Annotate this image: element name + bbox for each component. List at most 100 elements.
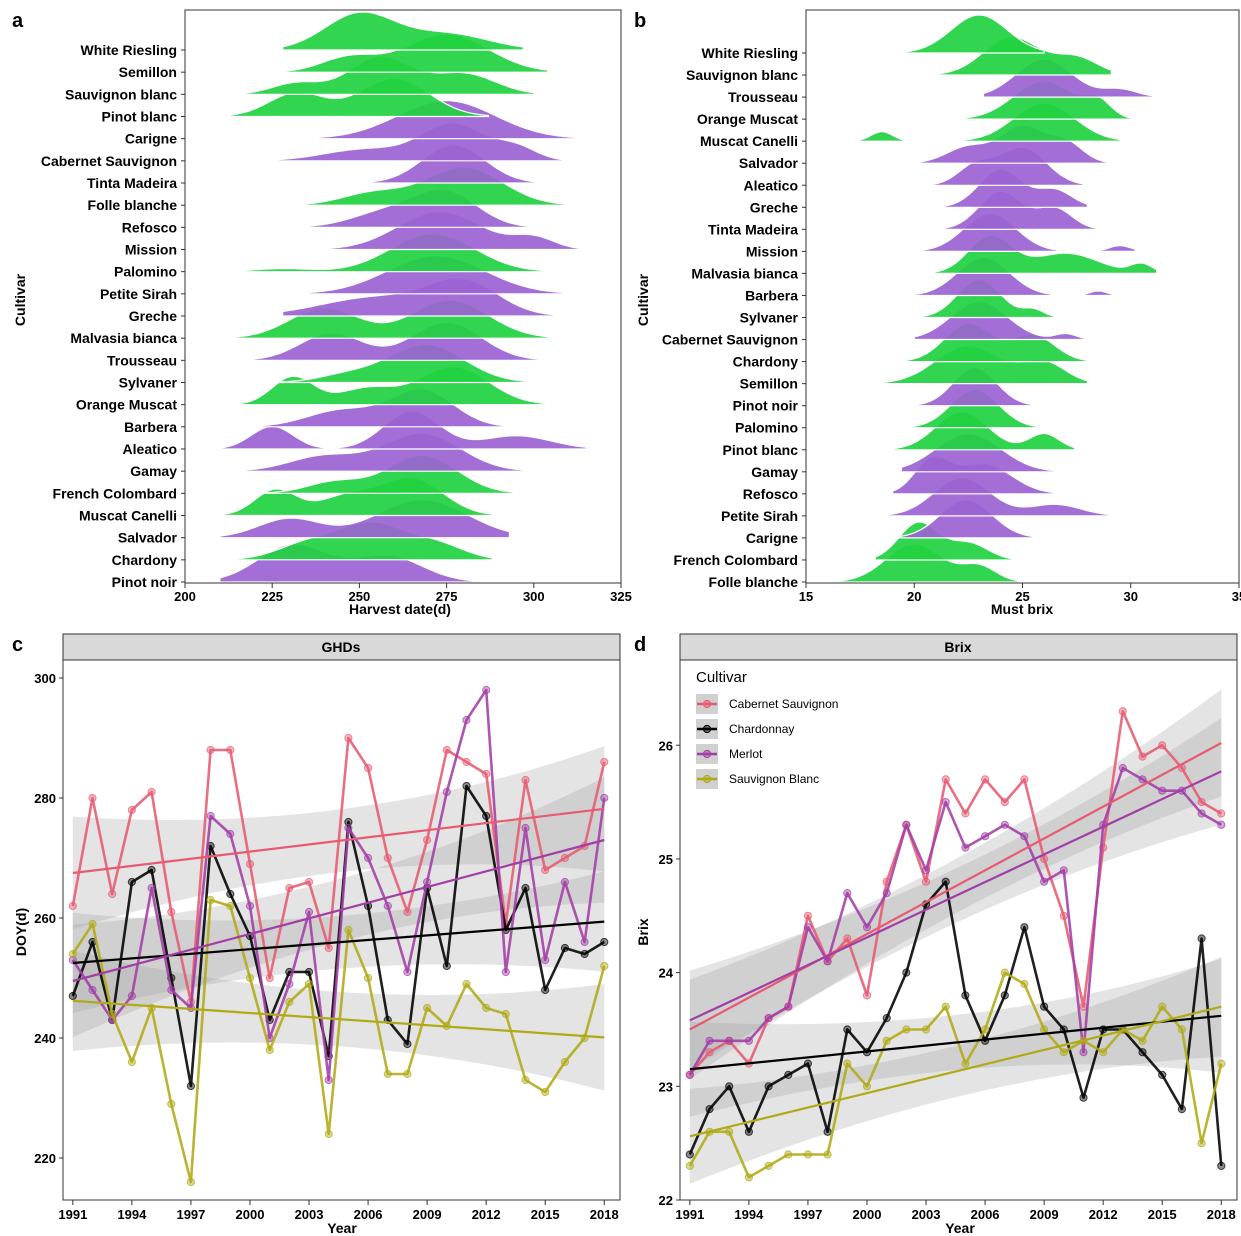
data-point-chardonnay	[600, 937, 609, 947]
x-tick-label: 2006	[971, 1207, 1000, 1222]
cultivar-label-carigne: Carigne	[746, 530, 798, 546]
data-point-chardonnay	[705, 1105, 714, 1114]
data-point-chardonnay	[304, 967, 314, 977]
data-point-merlot	[521, 823, 530, 833]
data-point-merlot	[882, 889, 891, 898]
data-point-chardonnay	[127, 877, 136, 887]
x-tick-label: 20	[907, 589, 921, 604]
data-point-chardonnay	[961, 991, 970, 1000]
x-tick-label: 2012	[1089, 1207, 1118, 1222]
panel-b-ylabel: Cultivar	[635, 273, 651, 326]
data-point-sauvignon-blanc	[902, 1025, 911, 1034]
x-tick-label: 1997	[793, 1207, 822, 1222]
data-point-cabernet-sauvignon	[961, 809, 970, 818]
cultivar-label-trousseau: Trousseau	[728, 89, 798, 105]
legend-label-cabernet-sauvignon: Cabernet Sauvignon	[729, 697, 838, 711]
data-point-sauvignon-blanc	[1158, 1002, 1167, 1011]
y-tick-label: 24	[659, 966, 674, 981]
data-point-sauvignon-blanc	[784, 1150, 793, 1159]
panel-letter-b: b	[634, 10, 646, 32]
cultivar-label-sylvaner: Sylvaner	[740, 310, 799, 326]
data-point-cabernet-sauvignon	[1020, 775, 1029, 784]
data-point-sauvignon-blanc	[482, 1003, 491, 1013]
data-point-cabernet-sauvignon	[521, 775, 530, 785]
cultivar-label-mission: Mission	[125, 242, 177, 258]
data-point-cabernet-sauvignon	[1197, 798, 1206, 807]
x-tick-label: 225	[261, 589, 283, 604]
x-tick-label: 2003	[295, 1207, 324, 1222]
panel-d-xlabel: Year	[945, 1220, 975, 1236]
ridge-trousseau	[223, 321, 563, 361]
data-point-cabernet-sauvignon	[442, 745, 451, 755]
ridge-barbera	[900, 256, 1121, 297]
x-tick-label: 275	[436, 589, 458, 604]
trend-line-chardonnay	[72, 920, 605, 965]
data-point-chardonnay	[580, 949, 589, 959]
x-tick-label: 2015	[531, 1207, 560, 1222]
data-point-chardonnay	[147, 865, 156, 875]
cultivar-label-salvador: Salvador	[118, 530, 178, 546]
cultivar-label-french-colombard: French Colombard	[53, 485, 177, 501]
data-point-merlot	[921, 866, 931, 875]
legend-key-point-chardonnay	[702, 724, 712, 734]
x-tick-label: 1991	[675, 1207, 704, 1222]
cultivar-label-orange-muscat: Orange Muscat	[697, 111, 798, 127]
data-point-sauvignon-blanc	[560, 1057, 570, 1067]
cultivar-label-sauvignon-blanc: Sauvignon blanc	[686, 67, 798, 83]
data-point-merlot	[725, 1036, 734, 1045]
data-point-chardonnay	[843, 1025, 852, 1034]
data-point-sauvignon-blanc	[108, 1009, 117, 1019]
data-point-merlot	[245, 901, 255, 911]
data-point-merlot	[1040, 877, 1049, 886]
data-point-cabernet-sauvignon	[206, 745, 215, 755]
legend-key-point-sauvignon-blanc	[702, 774, 712, 784]
cultivar-label-tinta-madeira: Tinta Madeira	[708, 221, 798, 237]
data-point-merlot	[226, 829, 235, 839]
data-point-merlot	[1217, 820, 1226, 829]
data-point-chardonnay	[685, 1150, 694, 1159]
data-point-sauvignon-blanc	[600, 961, 609, 971]
cultivar-label-pinot-noir: Pinot noir	[112, 574, 178, 590]
data-point-chardonnay	[784, 1070, 793, 1080]
data-point-merlot	[462, 715, 471, 725]
x-tick-label: 30	[1124, 589, 1138, 604]
data-point-merlot	[383, 901, 392, 911]
data-point-chardonnay	[764, 1082, 773, 1091]
data-point-sauvignon-blanc	[265, 1045, 274, 1055]
data-point-cabernet-sauvignon	[862, 991, 872, 1000]
data-point-cabernet-sauvignon	[383, 853, 392, 863]
x-tick-label: 15	[799, 589, 813, 604]
data-point-cabernet-sauvignon	[147, 787, 156, 797]
data-point-sauvignon-blanc	[981, 1025, 990, 1034]
data-point-cabernet-sauvignon	[1217, 809, 1226, 818]
data-point-merlot	[764, 1014, 773, 1023]
data-point-merlot	[685, 1070, 694, 1080]
data-point-merlot	[902, 820, 911, 829]
y-tick-label: 26	[659, 738, 673, 753]
cultivar-label-refosco: Refosco	[122, 219, 177, 235]
data-point-cabernet-sauvignon	[88, 793, 97, 803]
data-point-chardonnay	[1217, 1161, 1226, 1171]
data-point-cabernet-sauvignon	[68, 901, 77, 911]
series-line-sauvignon-blanc	[688, 971, 1223, 1179]
data-point-cabernet-sauvignon	[541, 865, 550, 875]
panel-b-xticks: 15 20 25 30 35	[799, 583, 1241, 604]
data-point-chardonnay	[403, 1039, 412, 1049]
data-point-chardonnay	[941, 877, 950, 886]
panel-a-frame	[184, 9, 622, 584]
x-tick-label: 2009	[413, 1207, 442, 1222]
data-point-sauvignon-blanc	[1217, 1059, 1226, 1068]
data-point-chardonnay	[1158, 1070, 1167, 1080]
data-point-sauvignon-blanc	[823, 1150, 832, 1159]
data-point-sauvignon-blanc	[685, 1161, 694, 1171]
data-point-sauvignon-blanc	[403, 1069, 412, 1079]
data-point-merlot	[1079, 1048, 1088, 1057]
data-point-merlot	[482, 685, 491, 695]
data-point-sauvignon-blanc	[803, 1150, 813, 1159]
cultivar-label-mission: Mission	[746, 243, 798, 259]
cultivar-label-cabernet-sauvignon: Cabernet Sauvignon	[41, 153, 177, 169]
cultivar-label-cabernet-sauvignon: Cabernet Sauvignon	[662, 332, 798, 348]
data-point-sauvignon-blanc	[725, 1127, 734, 1136]
data-point-cabernet-sauvignon	[324, 943, 333, 953]
cultivar-label-semillon: Semillon	[119, 64, 177, 80]
